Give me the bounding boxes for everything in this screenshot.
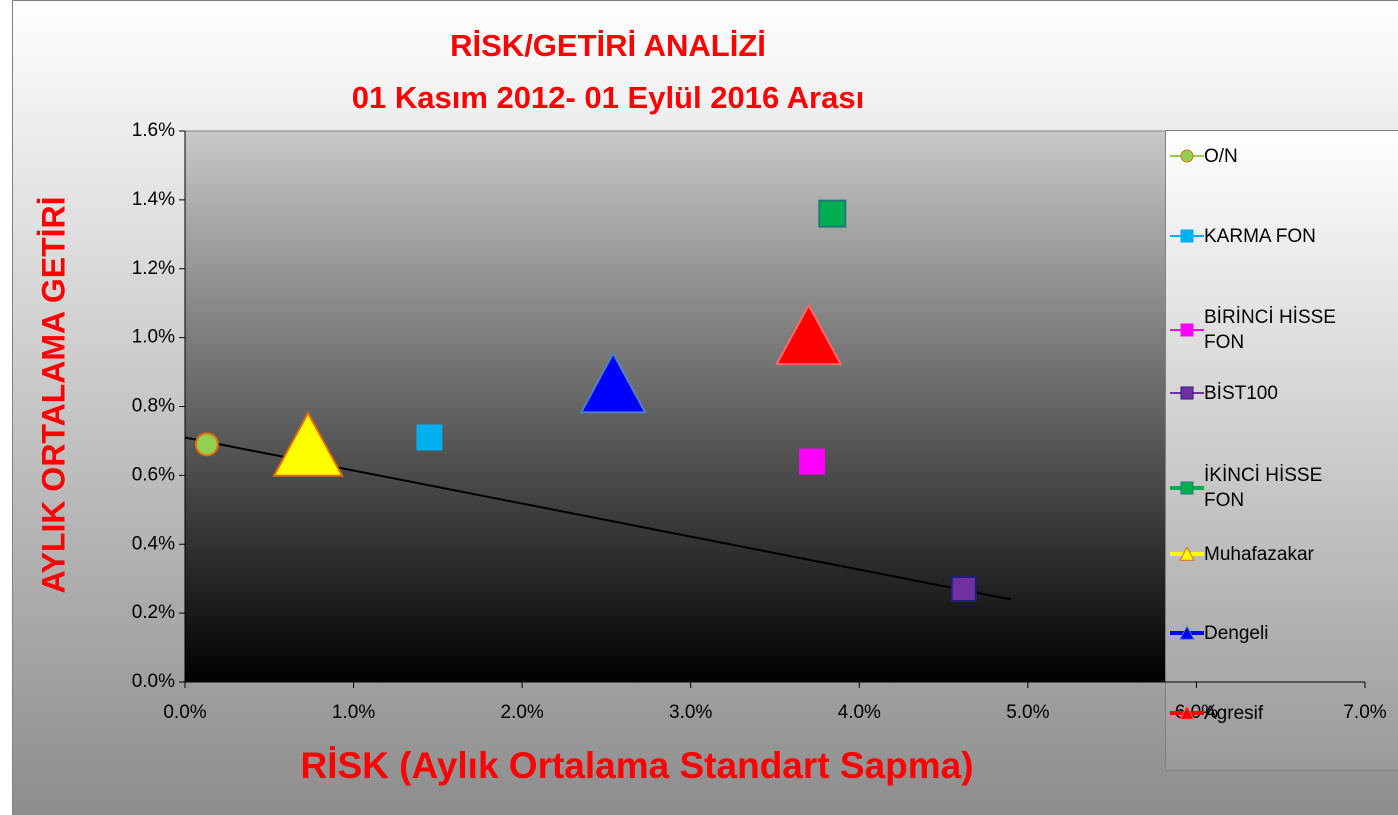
point xyxy=(1179,546,1195,561)
legend-entry: İKİNCİ HİSSE FON xyxy=(1168,463,1364,513)
legend-entry: BİST100 xyxy=(1168,381,1364,406)
legend-entry: Agresif xyxy=(1168,701,1364,726)
point xyxy=(1180,386,1194,400)
point xyxy=(1180,149,1194,163)
legend-label: İKİNCİ HİSSE FON xyxy=(1204,465,1323,511)
point xyxy=(579,351,647,414)
legend-entry: KARMA FON xyxy=(1168,224,1364,249)
legend-swatch xyxy=(1170,229,1204,243)
x-tick-label: 2.0% xyxy=(500,702,543,723)
y-tick-label: 1.4% xyxy=(132,189,175,210)
point xyxy=(1180,481,1194,495)
y-tick-label: 0.0% xyxy=(132,671,175,692)
legend-label: Dengeli xyxy=(1204,622,1269,644)
y-tick-label: 0.4% xyxy=(132,533,175,554)
legend-swatch xyxy=(1170,323,1204,337)
x-tick-label: 3.0% xyxy=(669,702,712,723)
point xyxy=(1180,229,1194,243)
legend-label: KARMA FON xyxy=(1204,225,1316,247)
y-tick-label: 1.0% xyxy=(132,327,175,348)
legend-swatch xyxy=(1170,625,1204,640)
point xyxy=(818,199,847,228)
legend-label: Agresif xyxy=(1204,702,1264,724)
point xyxy=(775,303,843,366)
point xyxy=(416,424,443,451)
chart-title: RİSK/GETİRİ ANALİZİ xyxy=(450,28,766,63)
y-tick-label: 0.8% xyxy=(132,396,175,417)
legend-swatch xyxy=(1170,705,1204,720)
point xyxy=(1179,625,1195,640)
x-tick-label: 4.0% xyxy=(838,702,881,723)
legend-entry: O/N xyxy=(1168,144,1364,169)
legend-label: BİRİNCİ HİSSE FON xyxy=(1204,307,1336,353)
legend-entry: Dengeli xyxy=(1168,621,1364,646)
legend-swatch xyxy=(1170,149,1204,163)
y-tick-label: 0.2% xyxy=(132,602,175,623)
point xyxy=(799,448,826,475)
y-tick-label: 0.6% xyxy=(132,464,175,485)
y-tick-label: 1.2% xyxy=(132,258,175,279)
x-tick-label: 1.0% xyxy=(332,702,375,723)
legend-label: O/N xyxy=(1204,145,1238,167)
x-tick-label: 7.0% xyxy=(1343,702,1386,723)
legend-entry: BİRİNCİ HİSSE FON xyxy=(1168,305,1364,355)
legend-entry: Muhafazakar xyxy=(1168,542,1364,567)
x-tick-label: 5.0% xyxy=(1006,702,1049,723)
y-axis-title: AYLIK ORTALAMA GETİRİ xyxy=(35,196,71,593)
legend-swatch xyxy=(1170,386,1204,400)
chart-subtitle: 01 Kasım 2012- 01 Eylül 2016 Arası xyxy=(352,80,864,115)
y-tick-label: 1.6% xyxy=(132,120,175,141)
legend-label: Muhafazakar xyxy=(1204,543,1314,565)
legend-swatch xyxy=(1170,481,1204,495)
x-axis-title: RİSK (Aylık Ortalama Standart Sapma) xyxy=(300,745,973,786)
point xyxy=(272,410,344,477)
legend-box xyxy=(1165,130,1398,771)
point xyxy=(1180,323,1194,337)
legend-label: BİST100 xyxy=(1204,382,1278,404)
point xyxy=(1179,705,1195,720)
legend-swatch xyxy=(1170,546,1204,561)
point xyxy=(194,432,219,457)
point xyxy=(950,576,977,603)
x-tick-label: 0.0% xyxy=(163,702,206,723)
